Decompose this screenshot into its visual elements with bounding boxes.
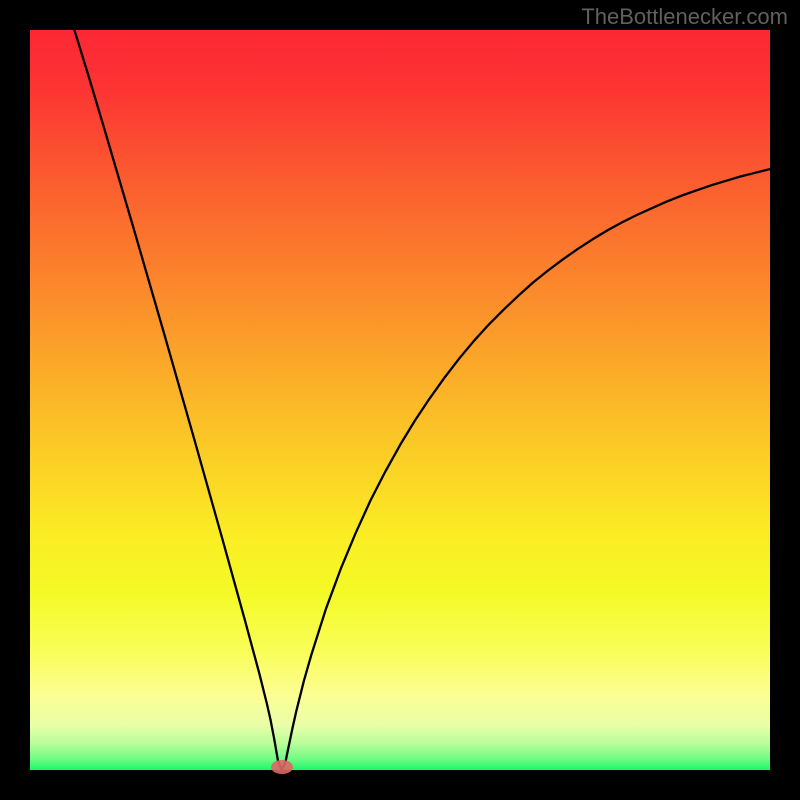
chart-container: TheBottlenecker.com (0, 0, 800, 800)
chart-gradient-background (30, 30, 770, 770)
bottleneck-chart (0, 0, 800, 800)
optimal-point-marker (271, 760, 293, 774)
watermark-text: TheBottlenecker.com (581, 4, 788, 30)
